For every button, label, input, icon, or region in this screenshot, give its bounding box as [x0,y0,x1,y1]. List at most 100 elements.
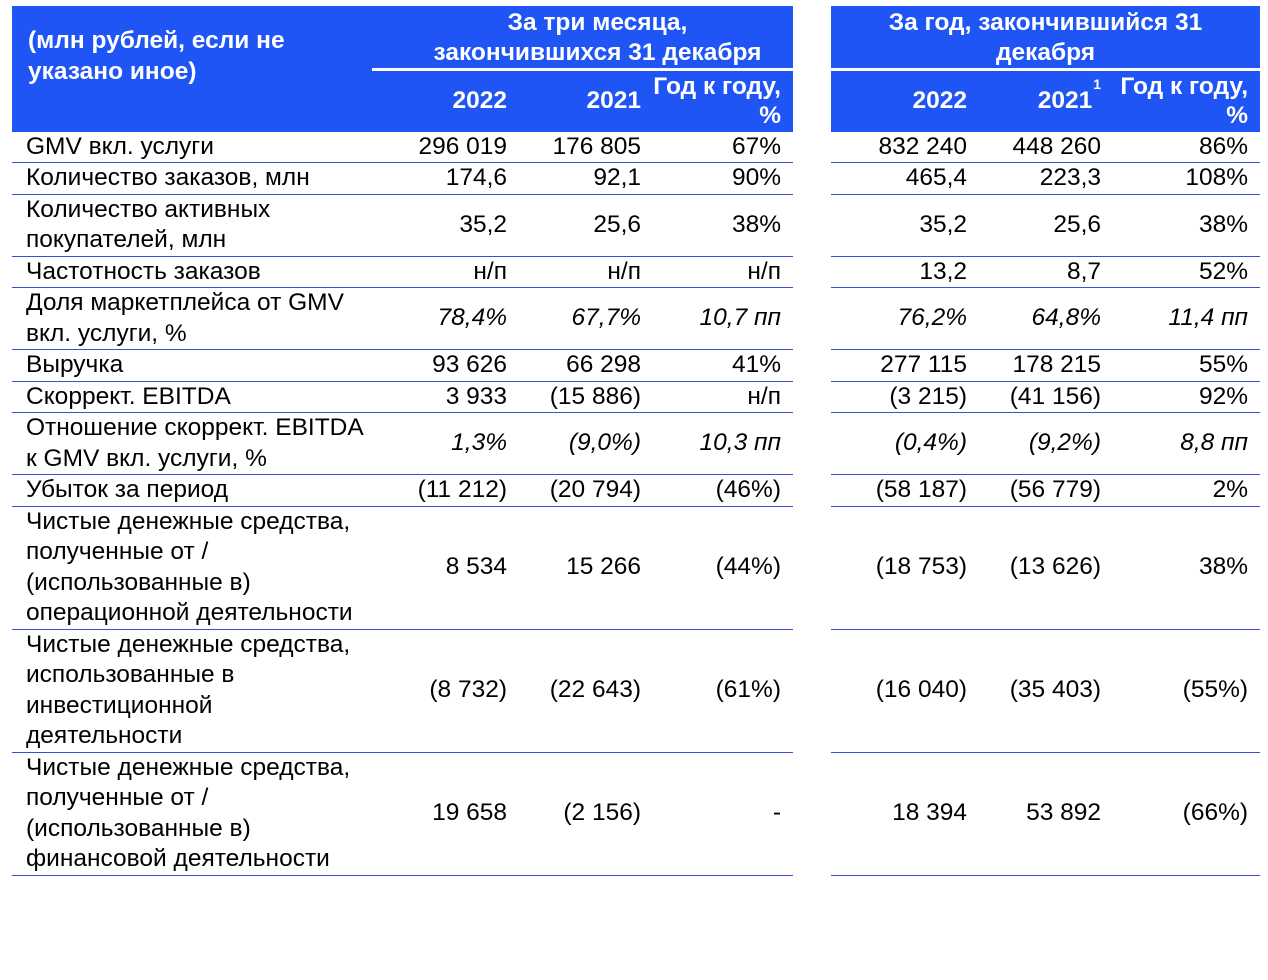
y-yoy-value: (55%) [1113,629,1261,753]
y-2022-value: 76,2% [831,287,979,350]
q-2021-value: н/п [519,256,653,288]
unit-label: (млн рублей, если не указано иное) [12,6,372,132]
column-gap [793,413,831,475]
column-gap [793,6,831,132]
table-row: Убыток за период (11 212) (20 794) (46%) (58… [12,474,1261,507]
table-row: GMV вкл. услуги 296 019 176 805 67% 832 240 4… [12,131,1261,163]
y-2022-value: (3 215) [831,381,979,413]
header-row-years: 2022 2021 Год к году, % 2022 20211 Год к… [12,69,1261,132]
table-row: Чистые денежные средства, полученные от … [12,752,1261,876]
row-label: Чистые денежные средства, полученные от … [12,752,372,876]
q-2021-value: 92,1 [519,162,653,195]
q-2022-value: 296 019 [372,131,519,163]
y-2022-value: 832 240 [831,131,979,163]
row-label: Доля маркетплейса от GMV вкл. услуги, % [12,287,372,350]
q-2022-value: 174,6 [372,162,519,195]
y-2021-value: 64,8% [979,287,1113,350]
y-2021-value: 53 892 [979,752,1113,876]
q-2022-value: 3 933 [372,381,519,413]
table-row: Чистые денежные средства, использованные… [12,629,1261,753]
y-2021-value: (41 156) [979,381,1113,413]
y-yoy-value: 8,8 пп [1113,412,1261,475]
q-2022-value: 35,2 [372,194,519,257]
y-yoy-value: 55% [1113,349,1261,382]
column-gap [793,132,831,163]
y-2021-value: 178 215 [979,349,1113,382]
table-row: Частотность заказов н/п н/п н/п 13,2 8,7 52% [12,256,1261,288]
q-2021-value: 66 298 [519,349,653,382]
q-yoy-value: 38% [653,194,793,257]
group-three-months-header: За три месяца, закончившихся 31 декабря [372,6,793,71]
column-gap [793,163,831,195]
q-yoy-value: н/п [653,256,793,288]
y-yoy-value: 11,4 пп [1113,287,1261,350]
table-row: Доля маркетплейса от GMV вкл. услуги, % 7… [12,287,1261,350]
y-2022-value: (0,4%) [831,412,979,475]
q-col-2022-header: 2022 [372,69,519,132]
row-label: Количество заказов, млн [12,162,372,195]
q-2021-value: (20 794) [519,474,653,507]
q-yoy-value: 90% [653,162,793,195]
column-gap [793,194,831,256]
row-label: Частотность заказов [12,256,372,288]
y-col-2021-header: 20211 [979,69,1113,132]
y-2022-value: (16 040) [831,629,979,753]
row-label: Чистые денежные средства, использованные… [12,629,372,753]
y-yoy-value: 2% [1113,474,1261,507]
group-year-header: За год, закончившийся 31 декабря [831,6,1261,71]
y-yoy-value: (66%) [1113,752,1261,876]
y-yoy-value: 86% [1113,131,1261,163]
y-yoy-value: 38% [1113,194,1261,257]
y-2021-value: (13 626) [979,506,1113,630]
q-2021-value: (2 156) [519,752,653,876]
table-row: Количество заказов, млн 174,6 92,1 90% 465,4… [12,162,1261,195]
column-gap [793,256,831,288]
y-2022-value: (18 753) [831,506,979,630]
table-row: Выручка 93 626 66 298 41% 277 115 178 215 55% [12,349,1261,382]
row-label: Отношение скоррект. EBITDA к GMV вкл. ус… [12,412,372,475]
q-2021-value: 176 805 [519,131,653,163]
table-row: Отношение скоррект. EBITDA к GMV вкл. ус… [12,412,1261,475]
q-2021-value: 67,7% [519,287,653,350]
q-yoy-value: (61%) [653,629,793,753]
y-2022-value: (58 187) [831,474,979,507]
column-gap [793,506,831,629]
q-yoy-value: 67% [653,131,793,163]
q-yoy-value: 10,3 пп [653,412,793,475]
y-2021-value: 8,7 [979,256,1113,288]
column-gap [793,288,831,350]
table-row: Скоррект. EBITDA 3 933 (15 886) н/п (3 215)(… [12,381,1261,413]
q-2022-value: (11 212) [372,474,519,507]
q-yoy-value: (44%) [653,506,793,630]
y-yoy-value: 52% [1113,256,1261,288]
q-2022-value: 8 534 [372,506,519,630]
table-body: GMV вкл. услуги 296 019 176 805 67% 832 240 4… [12,131,1261,876]
y-col-yoy-header: Год к году, % [1113,69,1261,132]
q-2022-value: (8 732) [372,629,519,753]
y-yoy-value: 108% [1113,162,1261,195]
y-2021-value: (35 403) [979,629,1113,753]
q-2021-value: (22 643) [519,629,653,753]
row-label: GMV вкл. услуги [12,131,372,163]
column-gap [793,752,831,875]
row-label: Чистые денежные средства, полученные от … [12,506,372,630]
q-2021-value: (9,0%) [519,412,653,475]
q-yoy-value: 41% [653,349,793,382]
y-2022-value: 18 394 [831,752,979,876]
y-2022-value: 13,2 [831,256,979,288]
y-yoy-value: 38% [1113,506,1261,630]
y-2022-value: 465,4 [831,162,979,195]
y-2021-value: (56 779) [979,474,1113,507]
y-2021-value: 448 260 [979,131,1113,163]
q-yoy-value: н/п [653,381,793,413]
q-2022-value: 93 626 [372,349,519,382]
y-yoy-value: 92% [1113,381,1261,413]
column-gap [793,350,831,382]
row-label: Количество активных покупателей, млн [12,194,372,257]
q-2022-value: 19 658 [372,752,519,876]
y-2021-value: 223,3 [979,162,1113,195]
row-label: Убыток за период [12,474,372,507]
q-yoy-value: 10,7 пп [653,287,793,350]
y-col-2021-text: 2021 [1037,87,1093,114]
